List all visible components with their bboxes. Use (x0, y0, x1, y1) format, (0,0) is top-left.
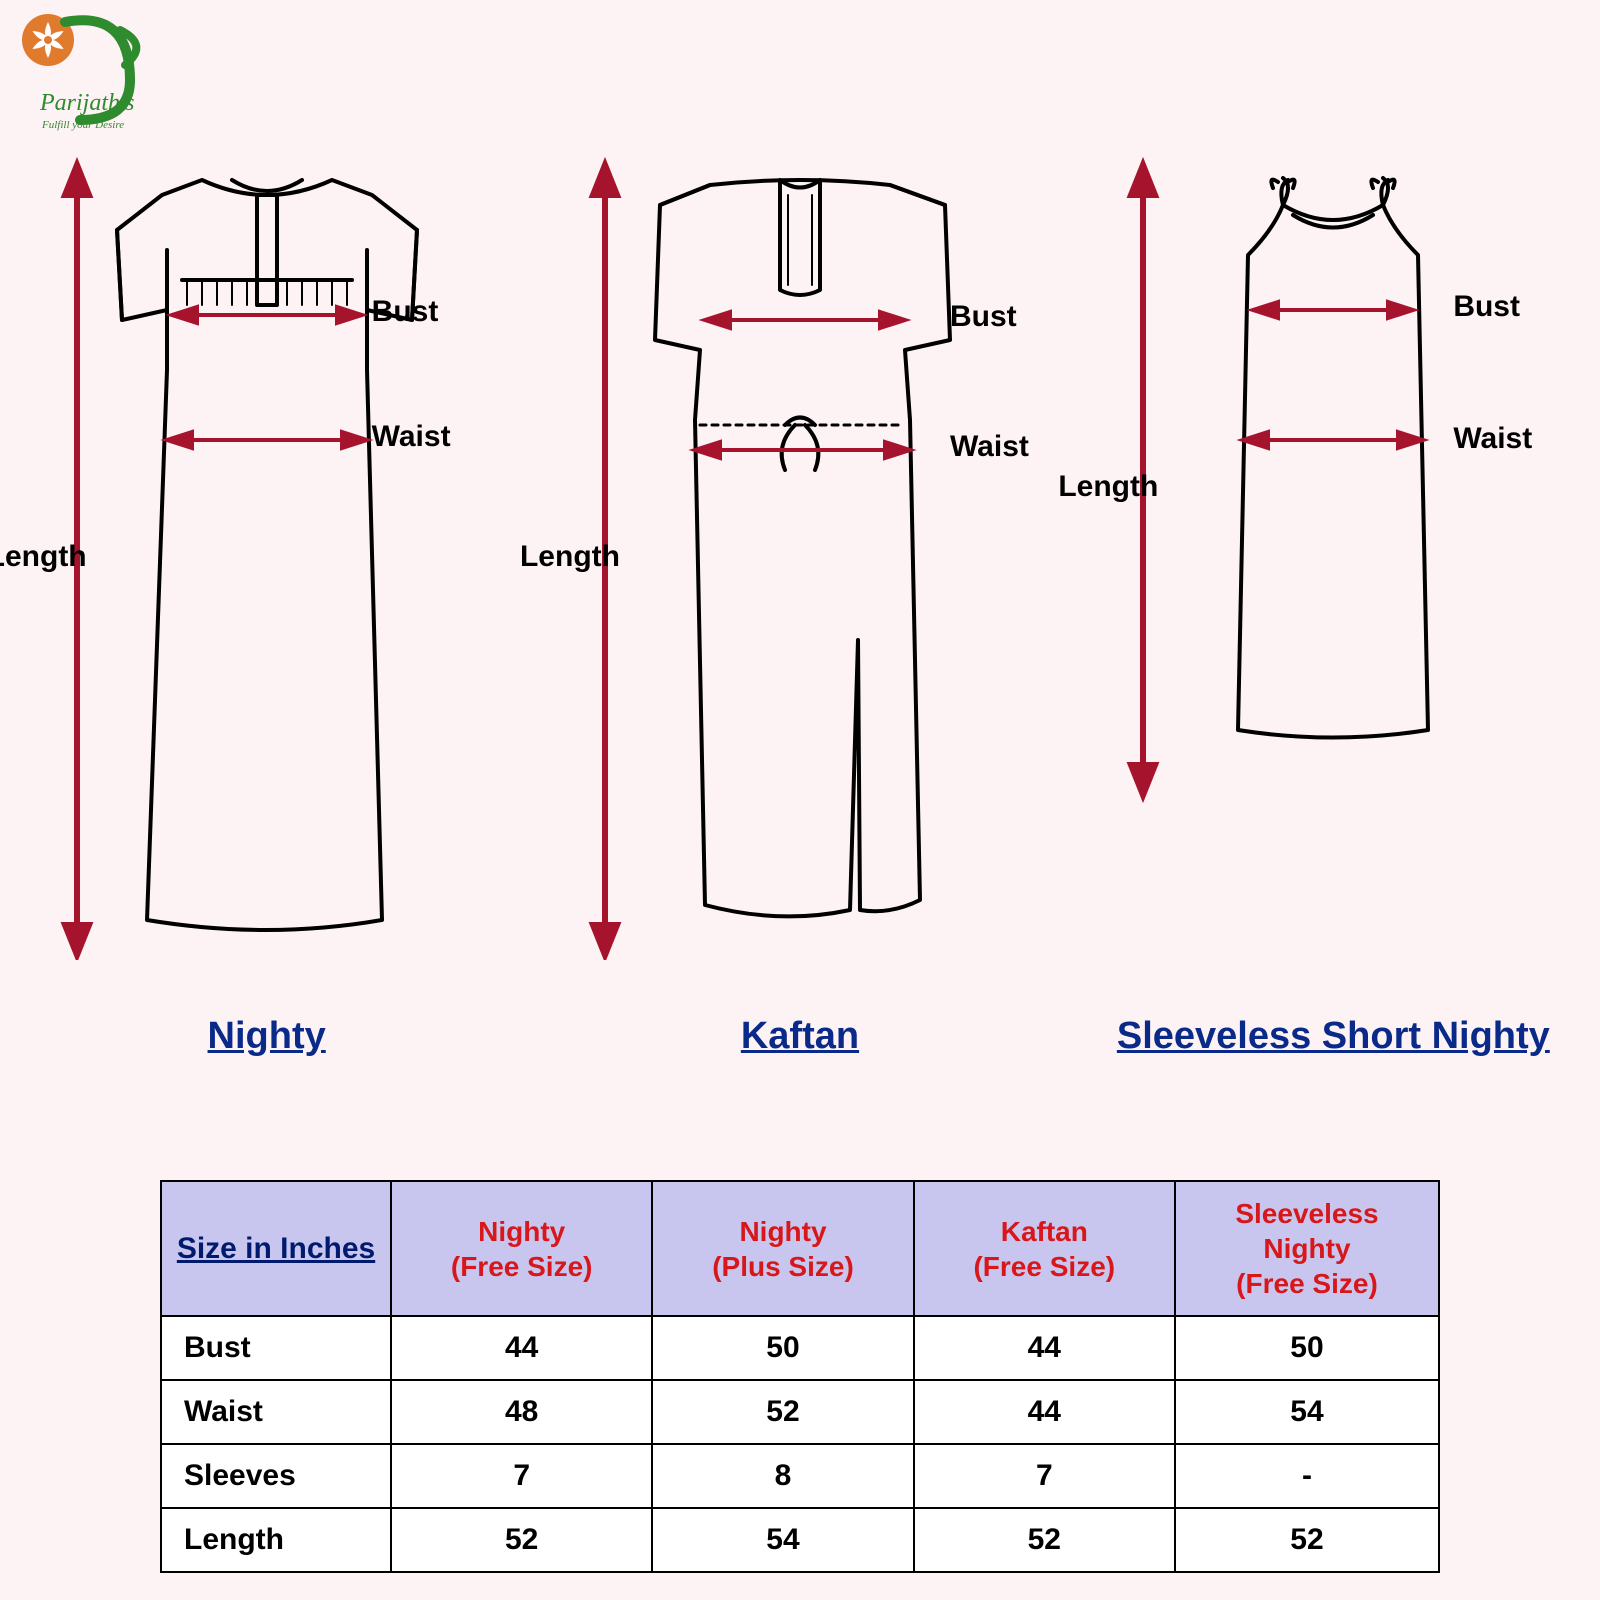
table-cell: 44 (914, 1380, 1175, 1444)
garment-diagrams: Length Bust Waist (0, 140, 1600, 960)
title-nighty: Nighty (17, 1015, 517, 1058)
length-label: Length (0, 540, 87, 574)
garment-nighty: Length Bust Waist (17, 140, 517, 960)
waist-label: Waist (372, 420, 451, 454)
title-kaftan: Kaftan (550, 1015, 1050, 1058)
table-row-label: Length (161, 1508, 391, 1572)
table-row: Waist48524454 (161, 1380, 1439, 1444)
table-cell: 52 (1175, 1508, 1439, 1572)
table-cell: 50 (652, 1316, 913, 1380)
garment-sleeveless: Length Bust Waist (1083, 140, 1583, 960)
waist-label: Waist (950, 430, 1029, 464)
table-cell: 48 (391, 1380, 652, 1444)
table-cell: 50 (1175, 1316, 1439, 1380)
table-row-label: Sleeves (161, 1444, 391, 1508)
length-label: Length (1058, 470, 1158, 504)
size-table-wrap: Size in Inches Nighty(Free Size) Nighty(… (160, 1180, 1440, 1573)
table-cell: - (1175, 1444, 1439, 1508)
brand-name-text: Parijath's (39, 90, 134, 116)
table-header-col-1: Nighty(Plus Size) (652, 1181, 913, 1316)
waist-label: Waist (1453, 422, 1532, 456)
table-cell: 7 (914, 1444, 1175, 1508)
brand-logo: Parijath's Fulfill your Desire (10, 10, 160, 150)
table-row: Length52545252 (161, 1508, 1439, 1572)
garment-kaftan: Length Bust Waist (550, 140, 1050, 960)
table-cell: 44 (914, 1316, 1175, 1380)
table-cell: 8 (652, 1444, 913, 1508)
bust-label: Bust (950, 300, 1017, 334)
title-sleeveless: Sleeveless Short Nighty (1083, 1015, 1583, 1058)
table-header-col-0: Nighty(Free Size) (391, 1181, 652, 1316)
table-row-label: Bust (161, 1316, 391, 1380)
bust-label: Bust (372, 295, 439, 329)
table-cell: 52 (914, 1508, 1175, 1572)
table-cell: 54 (1175, 1380, 1439, 1444)
size-table-body: Bust44504450Waist48524454Sleeves787-Leng… (161, 1316, 1439, 1572)
table-header-rowhead: Size in Inches (161, 1181, 391, 1316)
table-row: Sleeves787- (161, 1444, 1439, 1508)
table-row-label: Waist (161, 1380, 391, 1444)
table-header-col-3: SleevelessNighty(Free Size) (1175, 1181, 1439, 1316)
bust-label: Bust (1453, 290, 1520, 324)
length-label: Length (520, 540, 620, 574)
table-cell: 54 (652, 1508, 913, 1572)
table-row: Bust44504450 (161, 1316, 1439, 1380)
size-table: Size in Inches Nighty(Free Size) Nighty(… (160, 1180, 1440, 1573)
table-cell: 52 (391, 1508, 652, 1572)
table-cell: 52 (652, 1380, 913, 1444)
table-header-col-2: Kaftan(Free Size) (914, 1181, 1175, 1316)
table-cell: 44 (391, 1316, 652, 1380)
brand-tagline-text: Fulfill your Desire (41, 119, 124, 131)
table-cell: 7 (391, 1444, 652, 1508)
garment-titles: Nighty Kaftan Sleeveless Short Nighty (0, 1015, 1600, 1058)
